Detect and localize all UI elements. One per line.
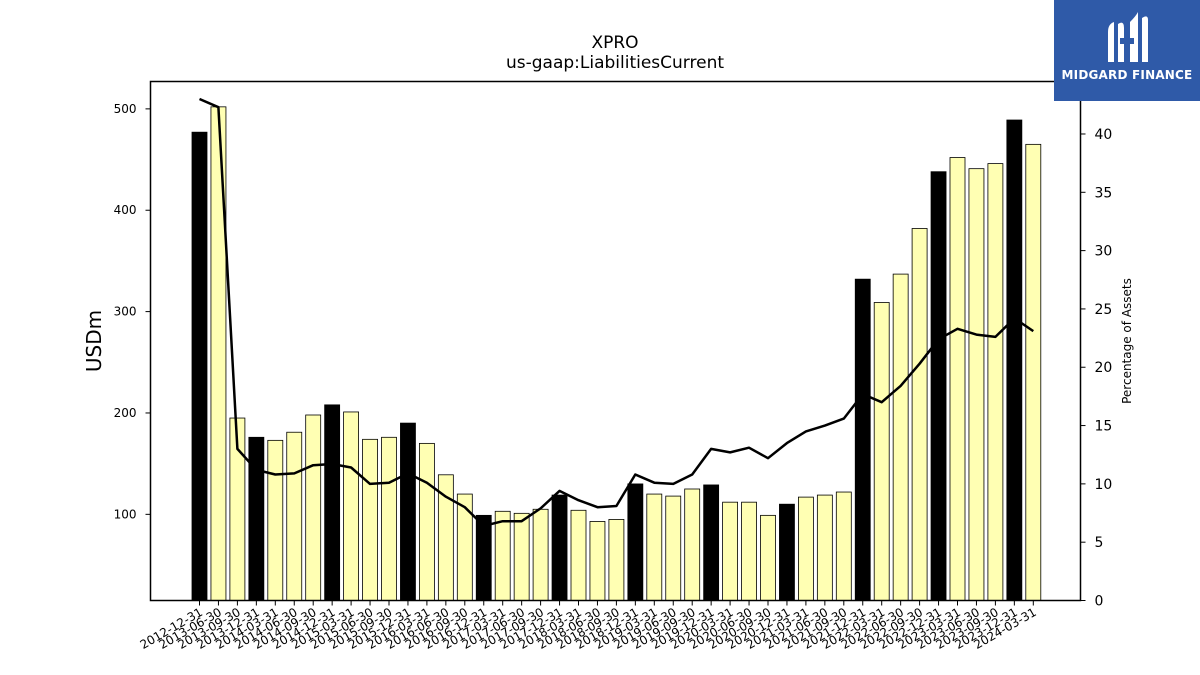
bar [381,436,397,601]
bar [551,494,568,601]
bar [684,488,701,601]
bar [267,439,284,601]
percentage-line-series [199,97,1035,528]
y-right-tick-label: 0 [1095,594,1104,610]
bar [608,519,625,601]
bar [513,512,530,601]
y-tick-label: 100 [114,507,137,521]
bar-series [191,106,1042,601]
bar [362,438,378,601]
right-y-axis: 0 5 10 15 20 25 30 35 40 [1080,127,1113,610]
x-axis: 2012-12-312013-06-302013-09-302013-12-31… [138,600,1039,652]
bar [1025,143,1042,601]
bar [703,484,720,601]
bar [305,414,322,601]
bar [949,157,966,601]
bar [987,163,1004,601]
logo-text: MIDGARD FINANCE [1061,68,1193,82]
bar [343,411,360,601]
chart-title: XPRO [591,33,638,53]
bar [400,422,416,601]
y-right-tick-label: 5 [1095,535,1104,551]
bar [968,168,985,601]
bar [760,514,776,601]
y-right-tick-label: 40 [1095,127,1113,143]
bar [1006,119,1023,601]
midgard-m-icon [1108,12,1148,62]
bar [418,442,435,601]
y-tick-label: 200 [114,406,137,420]
bar [589,521,606,601]
bar [835,491,852,601]
bar [532,508,549,601]
bar [324,404,341,601]
bar [779,503,795,601]
bar [646,493,663,601]
bar [627,483,644,601]
plot-frame [149,80,1082,602]
y-right-tick-label: 15 [1095,419,1113,435]
y-right-tick-label: 30 [1095,244,1113,260]
midgard-finance-logo: MIDGARD FINANCE [1054,0,1200,101]
y-right-tick-label: 35 [1095,185,1113,201]
bar [741,501,757,601]
bar [930,171,947,601]
y-right-tick-label: 20 [1095,360,1113,376]
bar [854,278,871,601]
y-tick-label: 300 [114,305,137,319]
bar [494,510,511,601]
bar [892,273,909,601]
bar [570,509,587,601]
left-y-axis: 100 200 300 400 500 [114,102,151,521]
right-y-axis-label: Percentage of Assets [1120,278,1134,404]
y-right-tick-label: 10 [1095,477,1113,493]
y-tick-label: 500 [114,102,137,116]
bar [722,501,738,601]
left-y-axis-label: USDm [82,310,106,372]
percentage-line [199,97,1035,528]
y-right-tick-label: 25 [1095,302,1113,318]
chart-subtitle: us-gaap:LiabilitiesCurrent [506,53,724,73]
bar [665,495,682,601]
bar [873,302,890,601]
bar [475,514,492,601]
bar [286,431,303,601]
bar [816,494,833,601]
bar [456,493,473,601]
bar [798,496,814,601]
bar [911,228,928,601]
bar [191,131,208,601]
bar [248,436,265,601]
y-tick-label: 400 [114,203,137,217]
